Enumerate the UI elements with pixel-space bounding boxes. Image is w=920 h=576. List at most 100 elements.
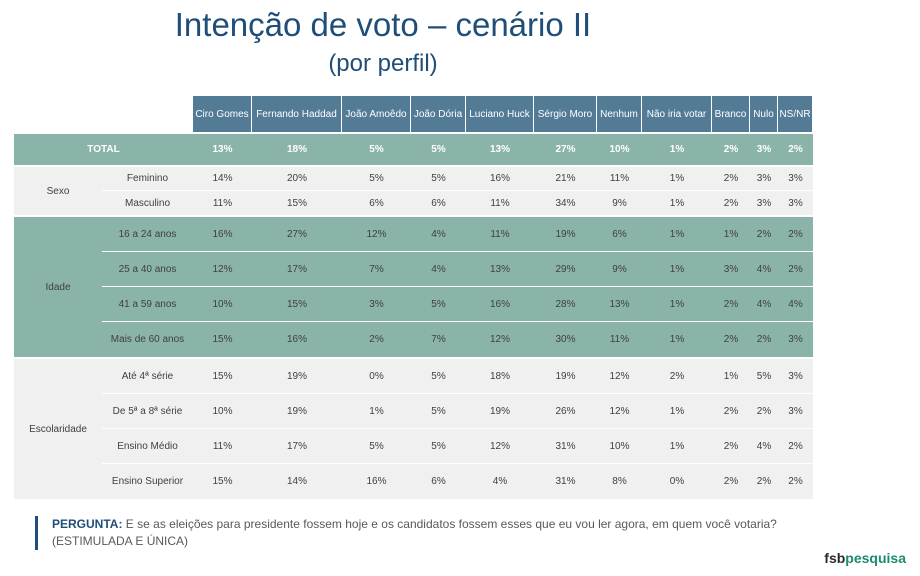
row-label: Até 4ª série	[102, 359, 193, 394]
total-label: TOTAL	[14, 134, 193, 165]
question-box: PERGUNTA: E se as eleições para presiden…	[35, 516, 812, 550]
data-cell: 2%	[712, 429, 750, 464]
data-cell: 12%	[466, 429, 534, 464]
data-cell: 1%	[642, 217, 712, 252]
data-cell: 1%	[642, 287, 712, 322]
data-cell: 2%	[778, 252, 813, 287]
data-cell: 3%	[778, 394, 813, 429]
data-cell: 27%	[252, 217, 342, 252]
total-cell: 13%	[466, 134, 534, 165]
data-cell: 5%	[411, 394, 466, 429]
data-cell: 2%	[750, 217, 778, 252]
data-cell: 4%	[750, 287, 778, 322]
question-text: E se as eleições para presidente fossem …	[52, 517, 777, 548]
total-cell: 2%	[712, 134, 750, 165]
data-cell: 1%	[642, 394, 712, 429]
data-cell: 26%	[534, 394, 597, 429]
total-cell: 27%	[534, 134, 597, 165]
logo-part-1: fsb	[824, 550, 846, 566]
data-cell: 3%	[778, 167, 813, 191]
data-cell: 13%	[597, 287, 642, 322]
data-cell: 1%	[642, 191, 712, 215]
data-cell: 15%	[193, 322, 252, 357]
total-cell: 2%	[778, 134, 813, 165]
logo-part-2: pesquisa	[845, 550, 906, 566]
data-cell: 1%	[642, 429, 712, 464]
total-cell: 10%	[597, 134, 642, 165]
data-cell: 2%	[750, 464, 778, 499]
data-cell: 0%	[342, 359, 411, 394]
data-cell: 18%	[466, 359, 534, 394]
data-cell: 19%	[252, 394, 342, 429]
data-cell: 2%	[750, 322, 778, 357]
data-cell: 1%	[712, 217, 750, 252]
data-cell: 2%	[712, 167, 750, 191]
data-cell: 4%	[750, 429, 778, 464]
total-cell: 18%	[252, 134, 342, 165]
data-cell: 1%	[642, 167, 712, 191]
total-cell: 3%	[750, 134, 778, 165]
data-cell: 20%	[252, 167, 342, 191]
data-cell: 2%	[712, 322, 750, 357]
data-cell: 3%	[750, 191, 778, 215]
data-cell: 2%	[778, 464, 813, 499]
data-cell: 16%	[466, 167, 534, 191]
data-cell: 16%	[193, 217, 252, 252]
data-cell: 3%	[778, 359, 813, 394]
data-cell: 4%	[750, 252, 778, 287]
data-cell: 19%	[534, 217, 597, 252]
row-label: Mais de 60 anos	[102, 322, 193, 357]
data-cell: 4%	[411, 217, 466, 252]
data-cell: 3%	[778, 322, 813, 357]
question-label: PERGUNTA:	[52, 517, 123, 531]
data-cell: 11%	[466, 191, 534, 215]
data-cell: 5%	[342, 429, 411, 464]
total-cell: 5%	[342, 134, 411, 165]
data-cell: 2%	[778, 217, 813, 252]
data-cell: 12%	[597, 359, 642, 394]
data-cell: 5%	[411, 167, 466, 191]
data-cell: 1%	[712, 359, 750, 394]
data-cell: 12%	[342, 217, 411, 252]
row-label: 25 a 40 anos	[102, 252, 193, 287]
total-cell: 1%	[642, 134, 712, 165]
data-cell: 15%	[252, 287, 342, 322]
column-header: João Amoêdo	[342, 96, 411, 132]
data-cell: 5%	[750, 359, 778, 394]
data-cell: 13%	[466, 252, 534, 287]
data-cell: 2%	[750, 394, 778, 429]
page-subtitle: (por perfil)	[328, 50, 438, 77]
data-cell: 11%	[466, 217, 534, 252]
vote-intention-table: Ciro Gomes Fernando Haddad João Amoêdo João…	[14, 96, 813, 499]
data-cell: 3%	[712, 252, 750, 287]
data-cell: 11%	[193, 191, 252, 215]
data-cell: 4%	[778, 287, 813, 322]
data-cell: 19%	[252, 359, 342, 394]
data-cell: 9%	[597, 191, 642, 215]
data-cell: 16%	[466, 287, 534, 322]
data-cell: 11%	[597, 322, 642, 357]
data-cell: 5%	[342, 167, 411, 191]
data-cell: 14%	[252, 464, 342, 499]
data-cell: 34%	[534, 191, 597, 215]
data-cell: 10%	[193, 287, 252, 322]
row-label: De 5ª a 8ª série	[102, 394, 193, 429]
data-cell: 29%	[534, 252, 597, 287]
column-header: Luciano Huck	[466, 96, 534, 132]
column-header: Branco	[712, 96, 750, 132]
data-cell: 5%	[411, 359, 466, 394]
column-header: Sérgio Moro	[534, 96, 597, 132]
data-cell: 4%	[466, 464, 534, 499]
data-cell: 21%	[534, 167, 597, 191]
data-cell: 15%	[252, 191, 342, 215]
group-label: Idade	[14, 217, 102, 357]
data-cell: 7%	[342, 252, 411, 287]
data-cell: 19%	[466, 394, 534, 429]
data-cell: 31%	[534, 429, 597, 464]
row-label: Masculino	[102, 191, 193, 215]
data-cell: 5%	[411, 287, 466, 322]
column-header: Não iria votar	[642, 96, 712, 132]
data-cell: 17%	[252, 252, 342, 287]
data-cell: 0%	[642, 464, 712, 499]
data-cell: 3%	[750, 167, 778, 191]
